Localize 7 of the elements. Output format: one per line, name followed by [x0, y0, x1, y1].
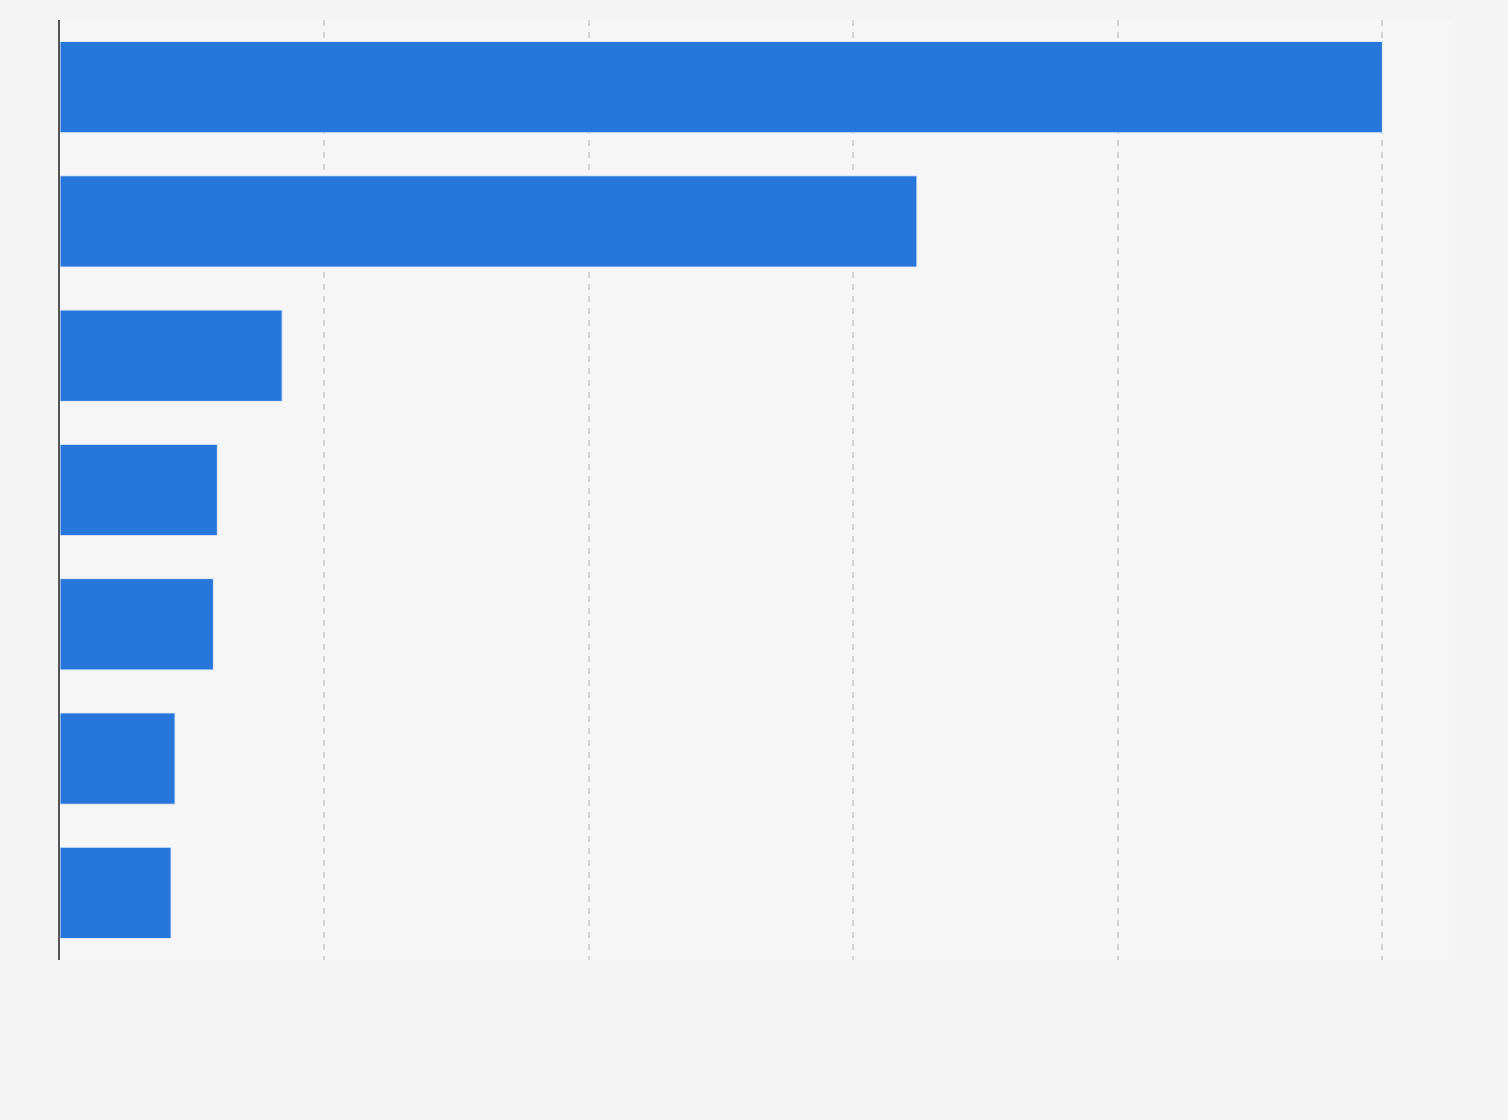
- bar: [60, 443, 218, 537]
- bar: [60, 309, 283, 402]
- bar: [60, 712, 176, 805]
- bar: [60, 175, 918, 268]
- bar: [60, 40, 1383, 134]
- bar: [60, 578, 214, 671]
- bar: [60, 846, 172, 940]
